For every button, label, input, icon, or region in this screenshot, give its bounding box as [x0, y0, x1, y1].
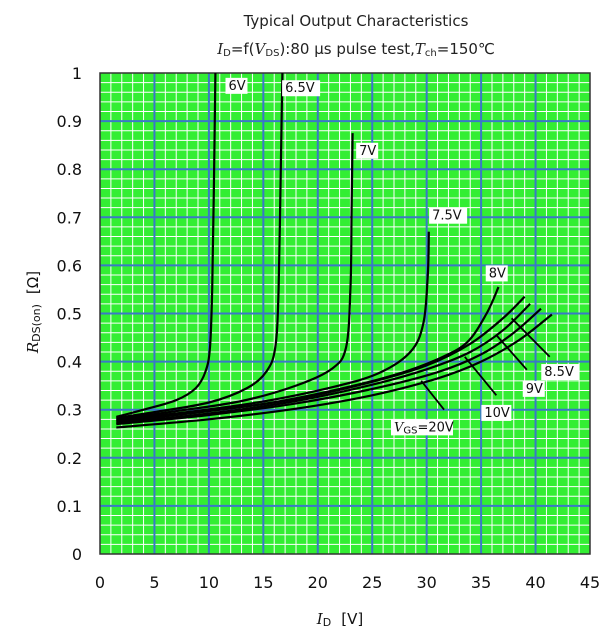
- series-line-9V: [116, 303, 531, 425]
- x-tick-label: 30: [416, 573, 436, 592]
- curve-label: 8.5V: [544, 365, 574, 380]
- x-axis: 0 5 10 15 20 25 30 35 40 45: [95, 573, 600, 592]
- series-line-VGS20V: [116, 313, 553, 429]
- series-line-6-5V: [116, 72, 284, 419]
- series-line-6V: [116, 72, 217, 418]
- curve-label: 7.5V: [432, 209, 462, 224]
- curve-label: 7V: [359, 144, 376, 159]
- x-axis-title: ID [V]: [316, 610, 363, 629]
- curve-label-bg: [541, 364, 580, 381]
- x-tick-label: 10: [199, 573, 219, 592]
- curve-label-bg: [429, 207, 468, 224]
- y-tick-label: 1: [72, 64, 82, 83]
- plot-area: [99, 72, 591, 555]
- y-tick-label: 0.7: [57, 208, 82, 227]
- leader-line: [464, 356, 498, 396]
- plot-border: [99, 72, 591, 555]
- y-tick-label: 0.6: [57, 256, 82, 275]
- x-tick-label: 35: [471, 573, 491, 592]
- chart-subtitle: ID=f(VDS):80 μs pulse test,Tch=150℃: [216, 40, 495, 59]
- curve-label-bg: [481, 404, 512, 421]
- y-axis-title: RDS(on)[Ω]: [24, 271, 43, 354]
- curve-label-bg: [485, 265, 508, 282]
- curve-label: 10V: [484, 406, 510, 421]
- y-axis: 0 0.1 0.2 0.3 0.4 0.5 0.6 0.7 0.8 0.9 1: [57, 64, 82, 564]
- x-tick-label: 40: [525, 573, 545, 592]
- y-tick-label: 0.4: [57, 353, 82, 372]
- curve-label: 9V: [526, 382, 543, 397]
- curve-label: 8V: [489, 266, 506, 281]
- leader-line: [510, 317, 551, 358]
- x-tick-label: 0: [95, 573, 105, 592]
- x-tick-label: 45: [580, 573, 600, 592]
- y-tick-label: 0.2: [57, 449, 82, 468]
- series-line-7V: [116, 133, 354, 420]
- curve-label-bg: [391, 419, 453, 436]
- leader-line: [495, 334, 528, 371]
- curve-label-bg: [282, 80, 321, 97]
- y-tick-label: 0.5: [57, 305, 82, 324]
- curve-label-bg: [522, 380, 545, 397]
- y-tick-label: 0: [72, 545, 82, 564]
- x-tick-label: 25: [362, 573, 382, 592]
- x-tick-label: 20: [308, 573, 328, 592]
- curve-label-bg: [225, 77, 248, 94]
- y-tick-label: 0.8: [57, 160, 82, 179]
- curve-label-vgs: VGS=20V: [394, 420, 454, 436]
- x-tick-label: 5: [149, 573, 159, 592]
- chart-title: Typical Output Characteristics: [243, 12, 469, 30]
- curve-label: 6V: [228, 79, 245, 94]
- y-tick-label: 0.1: [57, 497, 82, 516]
- curve-label-bg: [356, 142, 379, 159]
- y-tick-label: 0.9: [57, 112, 82, 131]
- y-tick-label: 0.3: [57, 401, 82, 420]
- x-tick-label: 15: [253, 573, 273, 592]
- series-line-10V: [116, 307, 542, 426]
- series-layer: [116, 72, 553, 429]
- series-line-8-5V: [116, 295, 526, 423]
- series-line-7-5V: [116, 231, 430, 421]
- leader-line: [420, 380, 445, 411]
- curve-label: 6.5V: [285, 81, 315, 96]
